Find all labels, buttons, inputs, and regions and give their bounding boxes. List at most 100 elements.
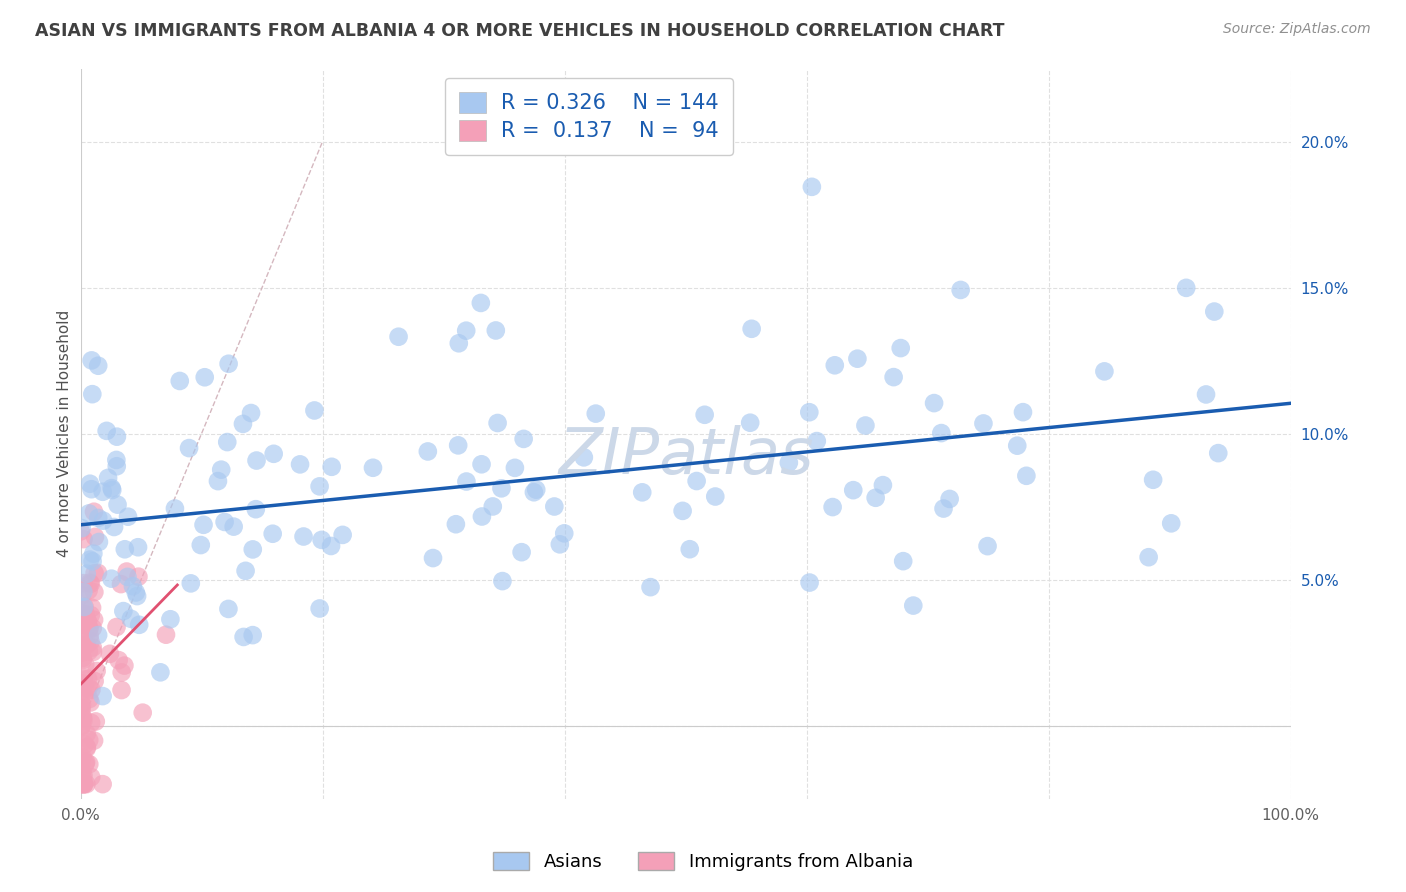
Point [149,665,172,680]
Point [585,407,607,421]
Point [262,526,284,541]
Point [70,676,93,690]
Point [105,453,128,467]
Point [491,574,513,588]
Point [1206,446,1229,460]
Point [938,491,960,506]
Point [86,664,108,678]
Point [73,601,96,615]
Point [891,554,914,568]
Point [107,653,129,667]
Point [80,682,103,697]
Point [949,283,972,297]
Point [361,460,384,475]
Point [444,517,467,532]
Point [70,607,93,621]
Point [79,476,101,491]
Point [83,585,105,599]
Point [75,607,97,622]
Point [82,645,104,659]
Y-axis label: 4 or more Vehicles in Household: 4 or more Vehicles in Household [58,310,72,558]
Point [79,575,101,590]
Point [485,323,508,337]
Point [872,478,894,492]
Point [72,638,94,652]
Point [640,580,662,594]
Point [73,599,96,614]
Point [232,417,254,431]
Point [76,638,98,652]
Point [80,600,103,615]
Point [70,698,93,712]
Point [1007,439,1029,453]
Point [77,583,100,598]
Point [842,483,865,497]
Point [96,424,118,438]
Point [112,658,135,673]
Point [308,601,330,615]
Point [72,584,94,599]
Point [76,739,98,754]
Point [543,500,565,514]
Point [304,403,326,417]
Point [82,387,104,401]
Point [127,569,149,583]
Point [69,777,91,791]
Point [87,628,110,642]
Point [72,651,94,665]
Point [83,505,105,519]
Point [159,612,181,626]
Point [288,458,311,472]
Point [193,517,215,532]
Point [456,475,478,489]
Point [1175,281,1198,295]
Point [922,396,945,410]
Point [75,657,97,672]
Point [524,483,547,497]
Point [91,484,114,499]
Point [79,623,101,637]
Point [83,613,105,627]
Point [503,460,526,475]
Point [73,777,96,791]
Point [1195,387,1218,401]
Point [79,696,101,710]
Point [799,575,821,590]
Point [1204,304,1226,318]
Point [103,520,125,534]
Point [491,481,513,495]
Point [73,618,96,632]
Point [115,565,138,579]
Point [69,524,91,539]
Point [76,615,98,629]
Point [122,579,145,593]
Point [679,542,702,557]
Point [80,353,103,368]
Legend: Asians, Immigrants from Albania: Asians, Immigrants from Albania [485,845,921,879]
Point [72,750,94,764]
Point [73,599,96,614]
Point [456,324,478,338]
Point [72,711,94,725]
Point [73,672,96,686]
Point [70,719,93,733]
Point [486,416,509,430]
Point [70,646,93,660]
Point [548,537,571,551]
Point [865,491,887,505]
Point [107,498,129,512]
Point [510,545,533,559]
Point [72,710,94,724]
Point [70,521,93,535]
Point [91,689,114,703]
Point [125,585,148,599]
Point [1015,468,1038,483]
Point [972,417,994,431]
Point [80,715,103,730]
Point [931,426,953,441]
Text: Source: ZipAtlas.com: Source: ZipAtlas.com [1223,22,1371,37]
Point [82,554,104,568]
Point [70,720,93,734]
Point [77,644,100,658]
Point [72,772,94,786]
